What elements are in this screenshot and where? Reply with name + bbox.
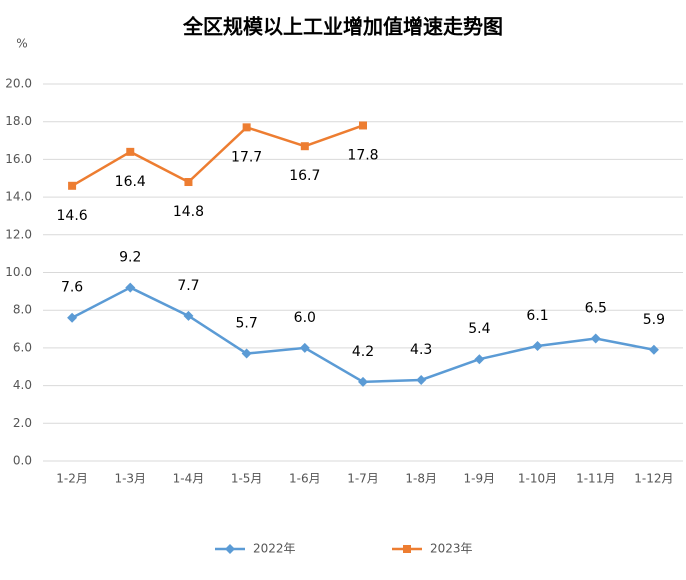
y-unit: %: [16, 37, 27, 51]
data-label: 16.7: [289, 168, 320, 184]
data-label: 4.2: [352, 344, 374, 360]
marker: [242, 123, 251, 132]
marker: [403, 545, 411, 553]
marker: [299, 342, 310, 353]
data-label: 7.7: [177, 278, 199, 294]
x-tick-label: 1-9月: [464, 472, 496, 486]
chart-title: 全区规模以上工业增加值增速走势图: [182, 15, 503, 39]
marker: [300, 142, 309, 151]
x-tick-label: 1-7月: [347, 472, 379, 486]
y-tick-label: 20.0: [5, 77, 32, 91]
marker: [225, 544, 235, 554]
marker: [358, 376, 368, 387]
y-tick-label: 6.0: [13, 340, 32, 354]
x-tick-label: 1-10月: [518, 472, 557, 486]
x-tick-label: 1-6月: [289, 472, 321, 486]
marker: [126, 147, 135, 156]
marker: [183, 310, 194, 321]
data-label: 5.7: [236, 316, 258, 332]
data-label: 5.9: [643, 312, 665, 328]
marker: [590, 333, 601, 344]
y-tick-label: 0.0: [13, 454, 32, 468]
y-tick-label: 16.0: [5, 152, 32, 166]
data-label: 6.5: [585, 300, 607, 316]
marker: [241, 348, 252, 359]
x-tick-label: 1-4月: [173, 472, 205, 486]
y-tick-label: 4.0: [13, 378, 32, 392]
data-label: 14.6: [57, 208, 88, 224]
marker: [648, 344, 659, 355]
data-label: 5.4: [468, 321, 490, 337]
legend-label: 2023年: [430, 542, 473, 556]
data-label: 6.0: [294, 310, 316, 326]
x-tick-label: 1-5月: [231, 472, 263, 486]
data-label: 14.8: [173, 204, 204, 220]
x-tick-label: 1-8月: [405, 472, 437, 486]
marker: [474, 354, 485, 365]
data-label: 17.7: [231, 149, 262, 165]
marker: [184, 178, 193, 187]
marker: [359, 121, 367, 130]
data-label: 9.2: [119, 250, 141, 266]
series-line: [71, 286, 655, 384]
series-line: [71, 124, 364, 187]
legend-label: 2022年: [253, 542, 296, 556]
y-tick-label: 14.0: [5, 190, 32, 204]
marker: [68, 181, 77, 190]
x-tick-label: 1-3月: [114, 472, 146, 486]
data-label: 16.4: [115, 174, 146, 190]
x-tick-label: 1-12月: [634, 472, 673, 486]
marker: [532, 341, 543, 352]
y-tick-label: 12.0: [5, 227, 32, 241]
marker: [416, 374, 427, 385]
y-tick-label: 10.0: [5, 265, 32, 279]
marker: [67, 312, 78, 323]
x-tick-label: 1-11月: [576, 472, 615, 486]
data-label: 4.3: [410, 342, 432, 358]
data-label: 6.1: [526, 308, 548, 324]
x-tick-label: 1-2月: [56, 472, 88, 486]
data-label: 17.8: [347, 147, 378, 163]
y-tick-label: 18.0: [5, 114, 32, 128]
y-tick-label: 8.0: [13, 303, 32, 317]
data-label: 7.6: [61, 280, 83, 296]
marker: [125, 282, 136, 293]
y-tick-label: 2.0: [13, 416, 32, 430]
